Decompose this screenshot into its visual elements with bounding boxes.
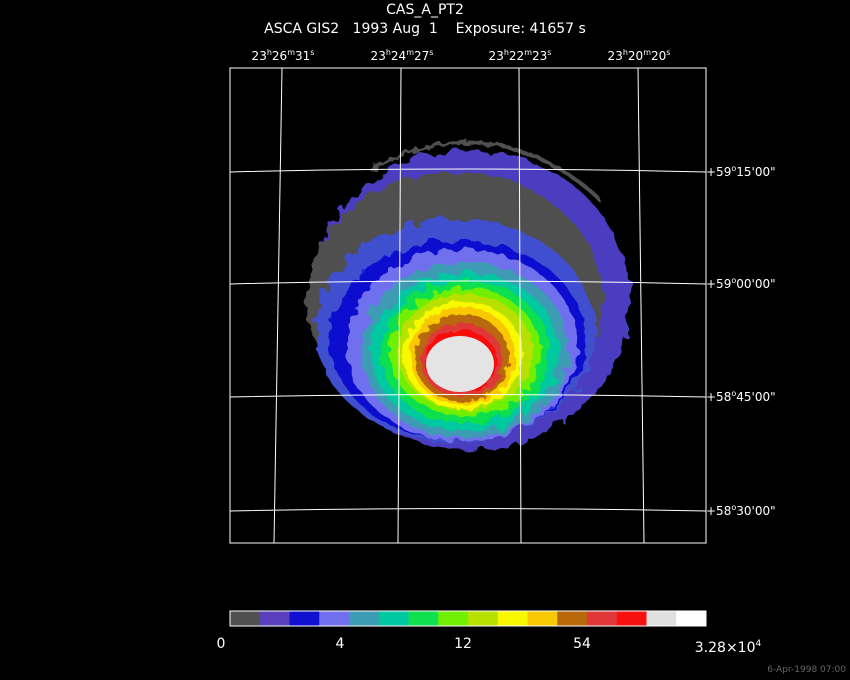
source-core bbox=[426, 336, 494, 392]
dec-label: +59o15'00" bbox=[706, 164, 776, 179]
colorbar-max-label: 3.28×104 bbox=[694, 639, 762, 656]
colorbar-swatch bbox=[497, 611, 528, 626]
colorbar-swatch bbox=[289, 611, 320, 626]
detector-rim-arc bbox=[368, 140, 602, 202]
colorbar-swatch bbox=[587, 611, 618, 626]
dec-label: +59o00'00" bbox=[706, 276, 776, 291]
dec-gridline bbox=[229, 168, 707, 173]
colorbar-swatch bbox=[646, 611, 677, 626]
colorbar-swatch bbox=[676, 611, 707, 626]
colorbar-swatch bbox=[468, 611, 499, 626]
dec-gridline bbox=[229, 508, 707, 512]
detector-field bbox=[307, 140, 630, 450]
timestamp: 6-Apr-1998 07:00 bbox=[767, 665, 846, 675]
colorbar-swatch bbox=[259, 611, 290, 626]
ra-label: 23h26m31s bbox=[251, 48, 315, 63]
colorbar bbox=[229, 610, 707, 627]
colorbar-label: 54 bbox=[573, 636, 591, 652]
ra-gridline bbox=[518, 67, 522, 544]
ra-gridline bbox=[273, 67, 283, 544]
ra-label: 23h20m20s bbox=[607, 48, 671, 63]
colorbar-label: 0 bbox=[216, 636, 226, 652]
colorbar-swatch bbox=[319, 611, 350, 626]
colorbar-label: 12 bbox=[454, 636, 472, 652]
dec-gridline bbox=[229, 280, 707, 285]
colorbar-swatch bbox=[230, 611, 261, 626]
colorbar-swatch bbox=[438, 611, 469, 626]
dec-label: +58o30'00" bbox=[706, 503, 776, 518]
ra-label: 23h24m27s bbox=[370, 48, 434, 63]
colorbar-swatch bbox=[378, 611, 409, 626]
colorbar-frame bbox=[229, 610, 707, 627]
colorbar-label: 4 bbox=[335, 636, 345, 652]
coordinate-grid bbox=[229, 67, 707, 544]
colorbar-swatch bbox=[527, 611, 558, 626]
ra-label: 23h22m23s bbox=[488, 48, 552, 63]
plot-subtitle: ASCA GIS2 1993 Aug 1 Exposure: 41657 s bbox=[264, 21, 586, 37]
ra-gridline bbox=[397, 67, 402, 544]
dec-label: +58o45'00" bbox=[706, 389, 776, 404]
colorbar-swatch bbox=[408, 611, 439, 626]
colorbar-swatch bbox=[557, 611, 588, 626]
ra-gridline bbox=[637, 67, 645, 544]
colorbar-swatch bbox=[349, 611, 380, 626]
colorbar-swatch bbox=[616, 611, 647, 626]
plot-title: CAS_A_PT2 bbox=[386, 2, 464, 18]
dec-gridline bbox=[229, 394, 707, 398]
